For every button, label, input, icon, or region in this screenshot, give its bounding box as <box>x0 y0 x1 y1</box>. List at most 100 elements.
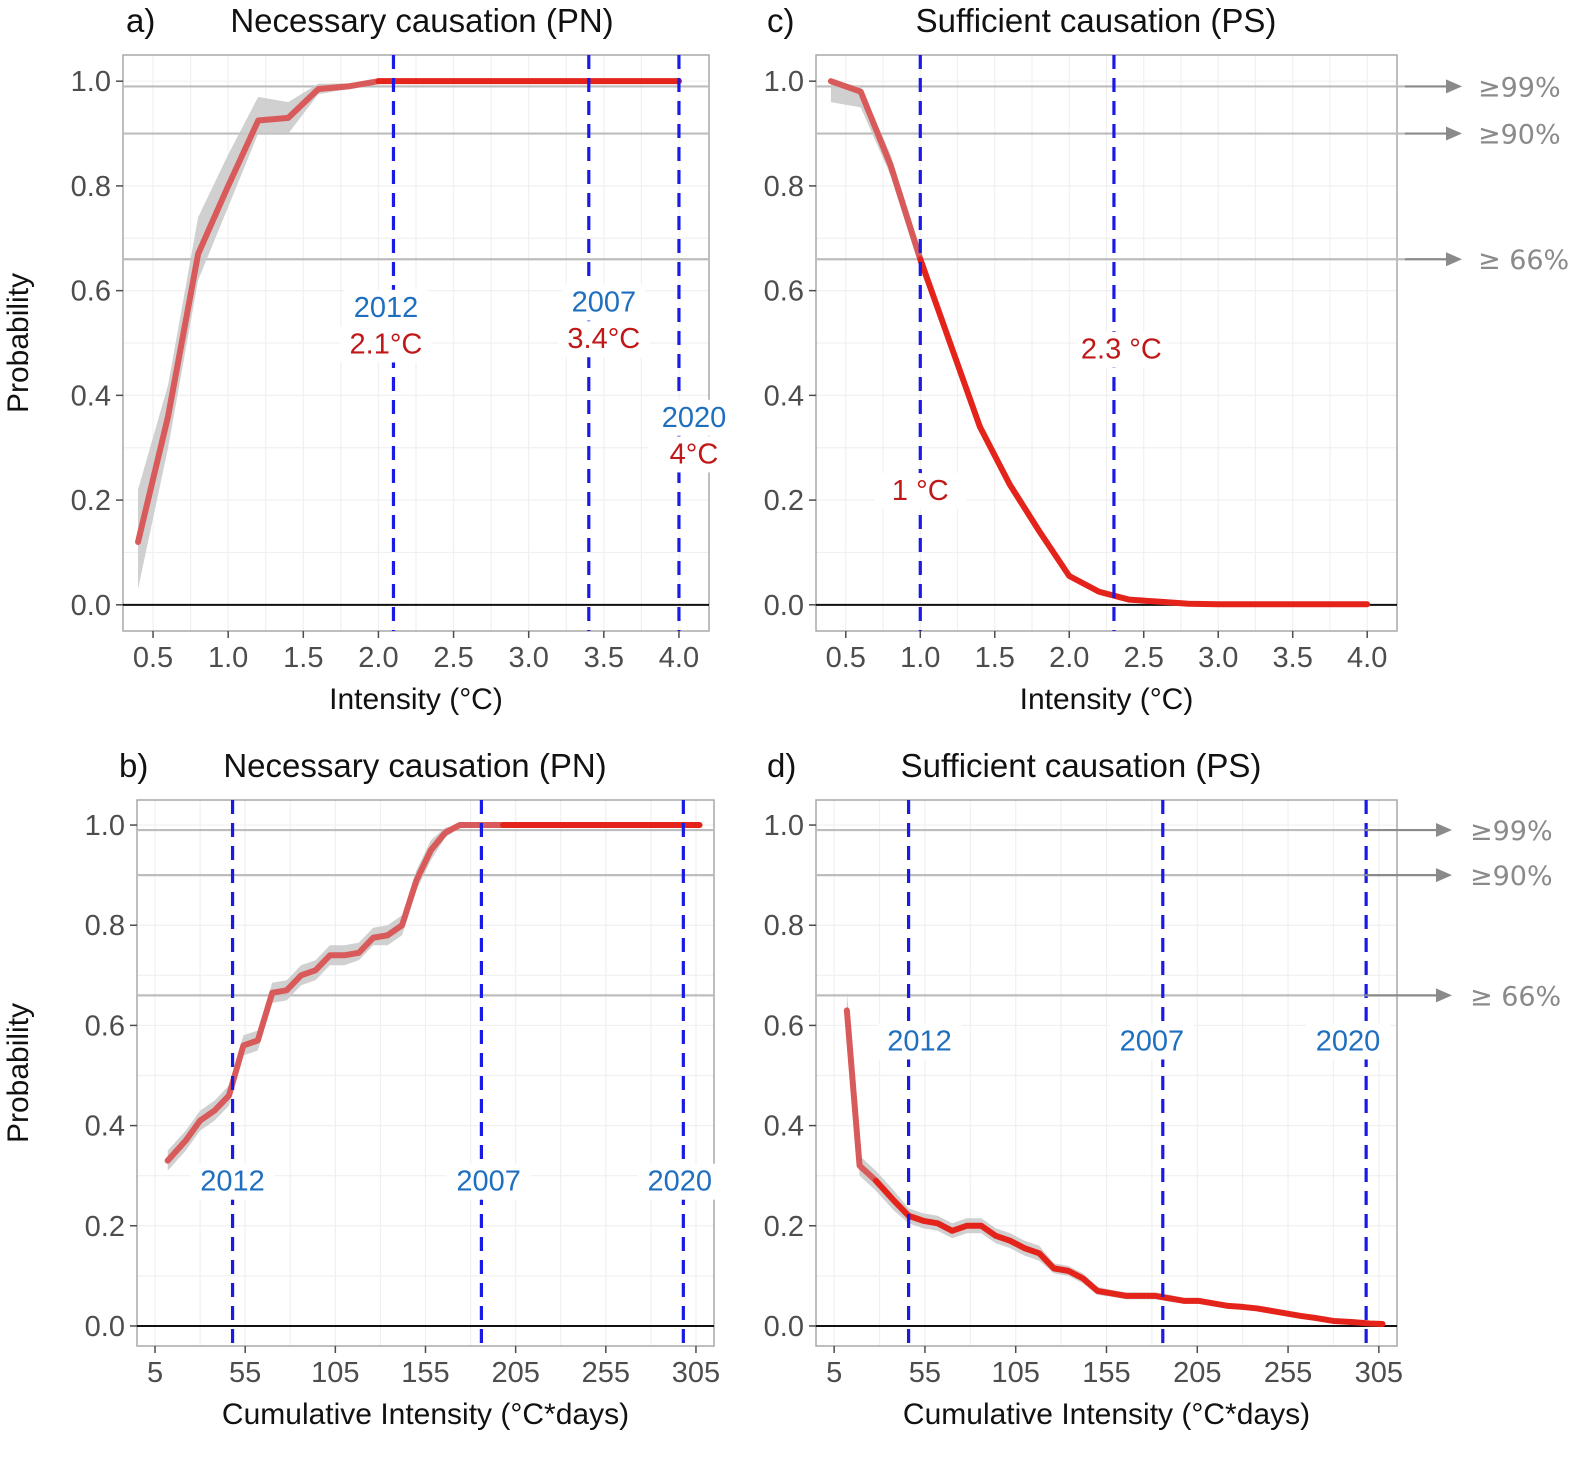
y-tick-label: 0.0 <box>71 590 111 622</box>
x-axis-label: Cumulative Intensity (°C*days) <box>903 1398 1310 1431</box>
panel-d: 5 55 105 155 205 255 3050.00.20.40.60.81.02012… <box>764 747 1562 1431</box>
arrow-head <box>1446 79 1462 94</box>
x-tick-label: 0.5 <box>826 642 866 674</box>
label-backdrop <box>339 326 432 363</box>
panel-label: a) <box>126 2 155 39</box>
y-tick-label: 0.2 <box>764 485 804 517</box>
threshold-label: ≥90% <box>1470 861 1553 892</box>
y-tick-label: 0.6 <box>85 1010 125 1042</box>
panel-c: 0.5 1.0 1.5 2.0 2.5 3.0 3.5 4.0 0.0 0.2 0.4 0.6 0.8 1… <box>764 2 1570 716</box>
label-backdrop <box>1305 1023 1390 1060</box>
x-tick-label: 205 <box>1173 1357 1221 1389</box>
label-backdrop <box>561 284 646 321</box>
threshold-label: ≥99% <box>1470 816 1553 847</box>
x-tick-label: 5 <box>826 1357 842 1389</box>
temperature-label: 3.4°C <box>567 323 640 355</box>
y-tick-label: 0.4 <box>764 380 804 412</box>
x-tick-label: 3.0 <box>1198 642 1238 674</box>
y-tick-label: 0.8 <box>85 910 125 942</box>
y-tick-label: 0.8 <box>71 171 111 203</box>
y-axis-label: Probability <box>2 1003 35 1143</box>
arrow-head <box>1436 823 1452 838</box>
x-tick-label: 305 <box>1355 1357 1403 1389</box>
x-tick-label: 0.5 <box>133 642 173 674</box>
label-backdrop <box>877 1023 962 1060</box>
x-tick-label: 1.5 <box>283 642 323 674</box>
x-tick-label: 55 <box>909 1357 941 1389</box>
label-backdrop <box>647 436 740 473</box>
plot-frame <box>122 54 710 632</box>
panel-label: d) <box>767 747 796 784</box>
x-tick-label: 4.0 <box>659 642 699 674</box>
temperature-label: 2.3 °C <box>1081 334 1162 366</box>
y-tick-label: 0.2 <box>85 1211 125 1243</box>
x-tick-label: 105 <box>992 1357 1040 1389</box>
y-tick-label: 0.4 <box>764 1111 804 1143</box>
y-tick-label: 1.0 <box>71 66 111 98</box>
confidence-ribbon <box>167 825 700 1171</box>
panel-title: Sufficient causation (PS) <box>901 747 1262 784</box>
label-backdrop <box>1075 331 1168 368</box>
x-tick-label: 1.5 <box>975 642 1015 674</box>
series-line <box>135 78 382 545</box>
x-tick-label: 255 <box>1264 1357 1312 1389</box>
label-backdrop <box>190 1163 275 1200</box>
y-tick-label: 1.0 <box>85 810 125 842</box>
series-line <box>164 822 507 1164</box>
temperature-label: 4°C <box>670 438 719 470</box>
x-tick-label: 255 <box>582 1357 630 1389</box>
y-tick-label: 0.6 <box>764 1010 804 1042</box>
x-tick-label: 2.5 <box>1124 642 1164 674</box>
x-tick-label: 55 <box>229 1357 261 1389</box>
x-tick-label: 1.0 <box>900 642 940 674</box>
x-tick-label: 305 <box>672 1357 720 1389</box>
y-tick-label: 0.4 <box>85 1111 125 1143</box>
label-backdrop <box>557 321 650 358</box>
year-label: 2020 <box>1316 1025 1381 1057</box>
temperature-label: 2.1°C <box>350 328 423 360</box>
threshold-label: ≥ 66% <box>1470 981 1561 1012</box>
y-tick-label: 0.2 <box>71 485 111 517</box>
plot-frame <box>815 54 1398 632</box>
x-axis-label: Cumulative Intensity (°C*days) <box>222 1398 629 1431</box>
panel-label: c) <box>767 2 795 39</box>
panel-b: 5 55 105 155 205 255 3050.00.20.40.60.81.02012… <box>2 747 722 1431</box>
arrow-head <box>1436 988 1452 1003</box>
y-tick-label: 0.6 <box>71 276 111 308</box>
threshold-label: ≥90% <box>1478 120 1561 151</box>
x-tick-label: 155 <box>1082 1357 1130 1389</box>
temperature-label: 1 °C <box>892 475 949 507</box>
threshold-label: ≥ 66% <box>1478 245 1569 276</box>
year-label: 2020 <box>662 402 727 434</box>
x-tick-label: 2.5 <box>433 642 473 674</box>
panel-title: Sufficient causation (PS) <box>916 2 1277 39</box>
panel-a: 0.5 1.0 1.5 2.0 2.5 3.0 3.5 4.0 0.0 0.2 0.4 0.6 0.8 1… <box>2 2 740 716</box>
x-tick-label: 155 <box>401 1357 449 1389</box>
y-axis-label: Probability <box>2 273 35 413</box>
year-label: 2012 <box>887 1025 952 1057</box>
y-tick-label: 0.6 <box>764 276 804 308</box>
panel-title: Necessary causation (PN) <box>223 747 606 784</box>
x-tick-label: 3.0 <box>509 642 549 674</box>
x-tick-label: 105 <box>311 1357 359 1389</box>
series-line <box>872 1177 1386 1327</box>
year-label: 2012 <box>200 1166 265 1198</box>
x-axis-label: Intensity (°C) <box>1020 683 1194 716</box>
x-tick-label: 4.0 <box>1347 642 1387 674</box>
y-tick-label: 0.4 <box>71 380 111 412</box>
y-tick-label: 1.0 <box>764 810 804 842</box>
series-line <box>917 256 1371 608</box>
label-backdrop <box>1109 1023 1194 1060</box>
label-backdrop <box>651 399 736 436</box>
arrow-head <box>1436 868 1452 883</box>
y-tick-label: 0.8 <box>764 171 804 203</box>
panel-label: b) <box>119 747 148 784</box>
x-tick-label: 205 <box>491 1357 539 1389</box>
year-label: 2007 <box>1120 1025 1185 1057</box>
x-axis-label: Intensity (°C) <box>329 683 503 716</box>
panel-title: Necessary causation (PN) <box>230 2 613 39</box>
threshold-label: ≥99% <box>1478 72 1561 103</box>
year-label: 2007 <box>456 1166 521 1198</box>
x-tick-label: 1.0 <box>208 642 248 674</box>
